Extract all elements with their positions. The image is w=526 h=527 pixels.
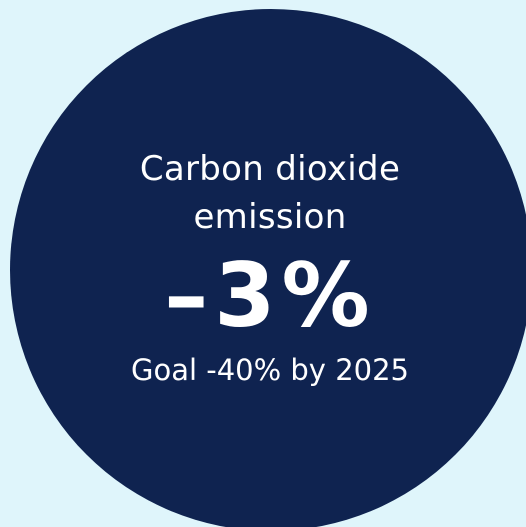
stat-title: Carbon dioxide emission: [70, 145, 470, 241]
stat-circle: [10, 9, 526, 527]
stat-title-line-1: Carbon dioxide: [139, 149, 401, 189]
stat-value: –3%: [164, 244, 376, 347]
stat-title-line-2: emission: [193, 197, 347, 237]
stat-goal: Goal -40% by 2025: [131, 353, 409, 387]
